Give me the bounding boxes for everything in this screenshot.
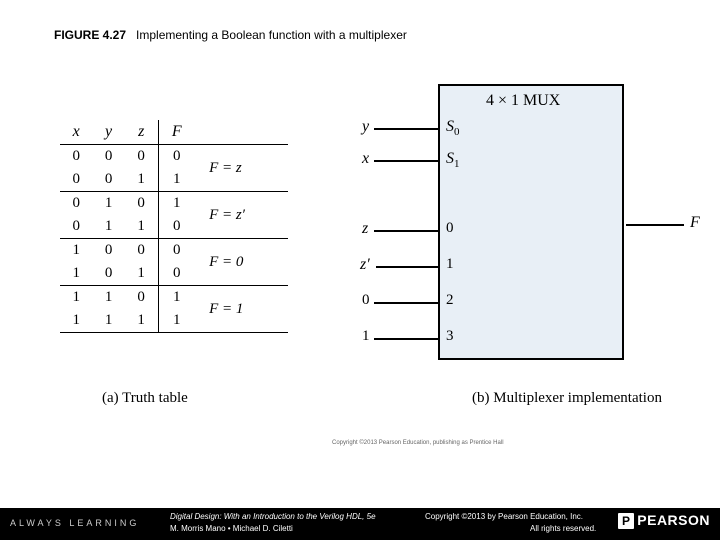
pearson-logo: PPEARSON <box>618 512 710 529</box>
wire <box>374 338 438 340</box>
col-x: x <box>60 120 92 145</box>
tiny-copyright: Copyright ©2013 Pearson Education, publi… <box>332 440 504 446</box>
cell: 1 <box>125 168 158 192</box>
cell: 1 <box>158 309 195 333</box>
always-learning: ALWAYS LEARNING <box>10 518 139 528</box>
cell: 0 <box>92 239 124 263</box>
wire <box>374 128 438 130</box>
cell: 0 <box>92 145 124 169</box>
mux-title: 4 × 1 MUX <box>486 92 560 110</box>
expr: F = 1 <box>195 286 288 333</box>
cell: 1 <box>60 309 92 333</box>
cell: 0 <box>60 168 92 192</box>
cell: 0 <box>60 192 92 216</box>
figure-caption: Implementing a Boolean function with a m… <box>136 28 407 42</box>
mux-box <box>438 84 624 360</box>
cell: 1 <box>60 286 92 310</box>
authors: M. Morris Mano • Michael D. Ciletti <box>170 524 293 533</box>
cell: 0 <box>92 168 124 192</box>
cell: 1 <box>125 262 158 286</box>
mux-caption: (b) Multiplexer implementation <box>472 390 662 407</box>
cell: 1 <box>158 168 195 192</box>
wire <box>376 266 438 268</box>
col-y: y <box>92 120 124 145</box>
expr: F = z′ <box>195 192 288 239</box>
wire <box>374 230 438 232</box>
cell: 0 <box>125 286 158 310</box>
input-signal-2: 0 <box>362 292 370 309</box>
pearson-p-icon: P <box>618 513 634 529</box>
rights-reserved: All rights reserved. <box>530 524 596 533</box>
figure-content: x y z F 0 0 0 0 F = z 0 0 1 1 0 <box>52 70 672 450</box>
input-port-0: 0 <box>446 220 454 237</box>
input-port-3: 3 <box>446 328 454 345</box>
cell: 1 <box>125 215 158 239</box>
cell: 1 <box>60 262 92 286</box>
cell: 1 <box>60 239 92 263</box>
truth-table-caption: (a) Truth table <box>102 390 188 407</box>
figure-title: FIGURE 4.27 Implementing a Boolean funct… <box>54 28 407 42</box>
truth-table: x y z F 0 0 0 0 F = z 0 0 1 1 0 <box>60 120 288 333</box>
wire <box>374 302 438 304</box>
input-signal-0: z <box>362 220 368 238</box>
cell: 0 <box>92 262 124 286</box>
col-f: F <box>158 120 195 145</box>
cell: 0 <box>158 145 195 169</box>
footer-bar: ALWAYS LEARNING Digital Design: With an … <box>0 508 720 540</box>
cell: 0 <box>125 192 158 216</box>
col-z: z <box>125 120 158 145</box>
cell: 0 <box>125 239 158 263</box>
output-label: F <box>690 214 700 232</box>
expr: F = 0 <box>195 239 288 286</box>
cell: 0 <box>60 215 92 239</box>
cell: 0 <box>158 215 195 239</box>
cell: 1 <box>125 309 158 333</box>
cell: 0 <box>158 239 195 263</box>
expr: F = z <box>195 145 288 192</box>
cell: 1 <box>158 286 195 310</box>
select-signal-x: x <box>362 150 369 168</box>
input-port-2: 2 <box>446 292 454 309</box>
select-port-s1: S1 <box>446 150 460 170</box>
wire <box>374 160 438 162</box>
cell: 0 <box>125 145 158 169</box>
select-port-s0: S0 <box>446 118 460 138</box>
select-signal-y: y <box>362 118 369 136</box>
mux-diagram: 4 × 1 MUX y S0 x S1 z 0 z′ 1 0 2 1 3 F <box>338 84 708 384</box>
cell: 1 <box>92 286 124 310</box>
wire-output <box>626 224 684 226</box>
input-port-1: 1 <box>446 256 454 273</box>
cell: 0 <box>158 262 195 286</box>
cell: 0 <box>60 145 92 169</box>
cell: 1 <box>92 215 124 239</box>
cell: 1 <box>92 309 124 333</box>
book-title: Digital Design: With an Introduction to … <box>170 512 376 521</box>
copyright-line: Copyright ©2013 by Pearson Education, In… <box>425 512 583 521</box>
cell: 1 <box>92 192 124 216</box>
figure-number: FIGURE 4.27 <box>54 28 126 42</box>
cell: 1 <box>158 192 195 216</box>
input-signal-1: z′ <box>360 256 370 274</box>
input-signal-3: 1 <box>362 328 370 345</box>
